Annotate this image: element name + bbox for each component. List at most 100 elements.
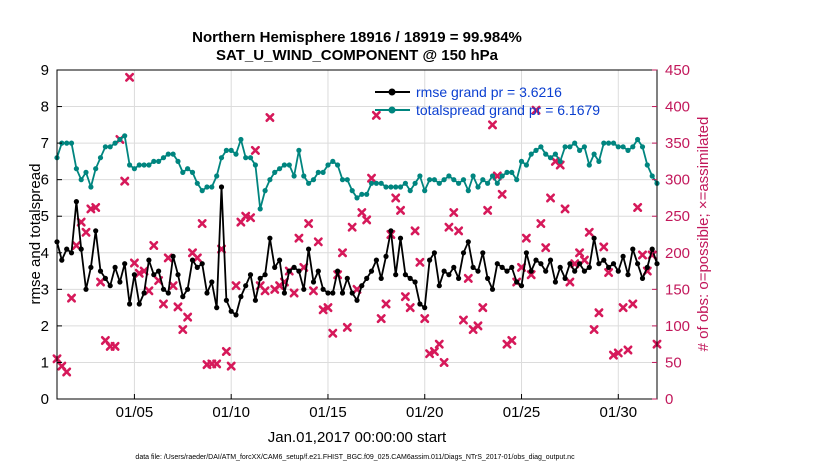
- obs-marker: [250, 145, 260, 155]
- obs-marker: [67, 293, 77, 303]
- totalspread-point: [136, 162, 142, 168]
- totalspread-point: [601, 140, 607, 146]
- obs-marker: [81, 227, 91, 237]
- totalspread-point: [567, 144, 573, 150]
- totalspread-point: [88, 184, 94, 190]
- rmse-point: [489, 286, 496, 292]
- data-file-footnote: data file: /Users/raeder/DAI/ATM_forcXX/…: [135, 454, 575, 461]
- obs-marker: [400, 292, 410, 302]
- obs-marker: [613, 348, 623, 358]
- obs-marker: [570, 259, 580, 269]
- obs-marker: [575, 248, 585, 258]
- rmse-point: [567, 261, 573, 267]
- totalspread-point: [180, 169, 186, 175]
- legend-totalspread-marker: [388, 106, 396, 114]
- obs-marker: [458, 315, 468, 325]
- obs-marker: [231, 281, 241, 291]
- rmse-point: [586, 264, 592, 270]
- obs-marker: [149, 240, 159, 250]
- y-left-tick-label: 3: [41, 281, 49, 298]
- totalspread-point: [204, 184, 210, 190]
- rmse-point: [301, 286, 307, 292]
- totalspread-point: [238, 136, 244, 143]
- rmse-point: [286, 268, 292, 274]
- legend: rmse grand pr = 3.6216 totalspread grand…: [375, 84, 600, 118]
- totalspread-point: [407, 188, 413, 194]
- totalspread-point: [557, 158, 563, 164]
- x-tick-label: 01/10: [212, 404, 250, 421]
- rmse-point: [572, 268, 578, 274]
- rmse-point: [504, 268, 510, 274]
- totalspread-point: [68, 140, 75, 146]
- rmse-point: [122, 261, 128, 267]
- rmse-point: [233, 312, 239, 318]
- rmse-point: [451, 264, 457, 270]
- totalspread-point: [397, 184, 404, 190]
- rmse-point: [494, 261, 500, 267]
- totalspread-point: [277, 166, 283, 172]
- rmse-point: [136, 301, 142, 307]
- totalspread-point: [127, 162, 133, 168]
- totalspread-point: [625, 147, 631, 153]
- y-left-tick-label: 7: [41, 135, 49, 152]
- rmse-point: [601, 257, 607, 263]
- totalspread-point: [310, 177, 317, 183]
- totalspread-point: [572, 140, 578, 146]
- rmse-point: [364, 275, 370, 281]
- obs-marker: [260, 286, 270, 296]
- right-y-axis: 0 50 100 150 200 250 300 350 400 450: [652, 62, 690, 408]
- totalspread-point: [494, 180, 500, 186]
- totalspread-point: [610, 140, 617, 146]
- totalspread-point: [499, 173, 505, 179]
- y-left-tick-label: 0: [41, 391, 49, 408]
- totalspread-point: [596, 158, 602, 164]
- rmse-point: [112, 264, 118, 270]
- rmse-point: [562, 275, 568, 281]
- obs-marker: [226, 361, 236, 371]
- rmse-point: [610, 261, 617, 267]
- rmse-point: [272, 264, 278, 270]
- totalspread-point: [354, 195, 360, 201]
- rmse-point: [73, 199, 79, 205]
- obs-marker: [381, 299, 391, 309]
- obs-marker: [487, 120, 497, 130]
- totalspread-point: [456, 180, 462, 186]
- obs-marker: [454, 226, 464, 236]
- totalspread-point: [485, 180, 491, 186]
- totalspread-point: [257, 206, 263, 212]
- obs-marker: [444, 222, 454, 232]
- totalspread-point: [272, 169, 278, 175]
- totalspread-point: [339, 177, 346, 183]
- totalspread-point: [102, 144, 108, 150]
- obs-marker: [439, 357, 449, 367]
- rmse-point: [204, 290, 210, 296]
- totalspread-point: [412, 180, 418, 186]
- rmse-point: [538, 261, 544, 267]
- rmse-point: [349, 290, 355, 296]
- rmse-point: [388, 228, 394, 234]
- x-axis-label: Jan.01,2017 00:00:00 start: [268, 429, 447, 446]
- totalspread-point: [296, 147, 302, 153]
- totalspread-point: [267, 177, 273, 183]
- totalspread-series: [54, 133, 660, 212]
- obs-marker: [71, 240, 81, 250]
- totalspread-point: [228, 147, 234, 153]
- rmse-point: [194, 264, 200, 270]
- rmse-point: [68, 250, 75, 256]
- totalspread-point: [639, 144, 646, 150]
- obs-marker: [579, 255, 589, 265]
- obs-marker: [178, 325, 188, 335]
- y-left-tick-label: 4: [41, 245, 49, 262]
- totalspread-point: [349, 188, 355, 194]
- obs-marker: [434, 339, 444, 349]
- rmse-point: [93, 228, 99, 234]
- obs-marker: [212, 359, 222, 369]
- rmse-point: [131, 272, 137, 278]
- obs-marker: [294, 233, 304, 243]
- totalspread-point: [630, 144, 636, 150]
- obs-marker: [337, 248, 347, 258]
- y-right-tick-label: 250: [665, 208, 690, 225]
- totalspread-point: [325, 162, 331, 168]
- rmse-point: [383, 253, 389, 259]
